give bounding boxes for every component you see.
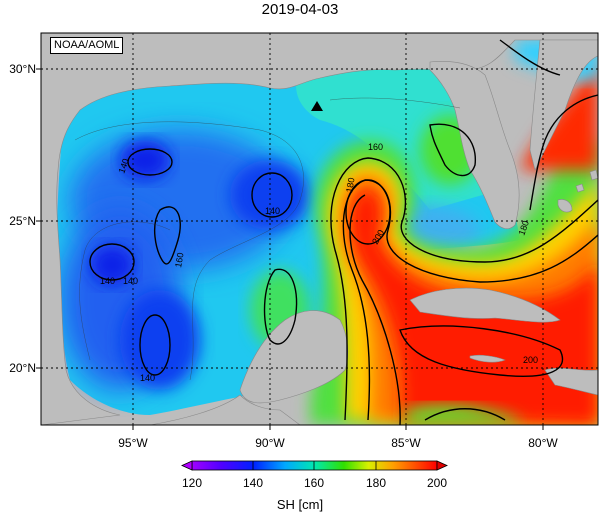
colorbar	[181, 460, 448, 471]
contour-label: 180	[516, 219, 531, 237]
contour-label: 140	[265, 206, 280, 216]
source-label: NOAA/AOML	[50, 37, 124, 54]
map-frame	[40, 32, 599, 426]
colorbar-tick-label: 160	[303, 476, 325, 490]
lon-label: 85°W	[391, 436, 421, 450]
colorbar-tick-label: 120	[181, 476, 203, 490]
ticks	[36, 68, 544, 430]
lon-label: 80°W	[528, 436, 558, 450]
contour-label: 160	[368, 142, 383, 152]
contour-label: 140	[123, 276, 138, 286]
colorbar-tick-label: 200	[426, 476, 448, 490]
lon-label: 90°W	[255, 436, 285, 450]
contour-label: 140	[140, 373, 155, 383]
colorbar-tick-label: 180	[365, 476, 387, 490]
station-marker	[311, 101, 323, 111]
contour-label: 140	[100, 276, 115, 286]
colorbar-label: SH [cm]	[276, 497, 324, 512]
coastline	[41, 33, 598, 425]
contours	[89, 39, 598, 425]
contour-label: 180	[344, 177, 356, 194]
map-title: 2019-04-03	[261, 1, 339, 18]
lat-label: 20°N	[9, 361, 36, 375]
contour-label: 200	[523, 355, 538, 365]
lat-label: 30°N	[9, 62, 36, 76]
lon-label: 95°W	[118, 436, 148, 450]
lat-label: 25°N	[9, 214, 36, 228]
contour-labels: 140 140 140 140 140 160 160 180 180 200 …	[100, 142, 538, 383]
colorbar-tick-label: 140	[242, 476, 264, 490]
contour-label: 160	[173, 252, 185, 269]
contour-label: 140	[116, 157, 131, 175]
minor-contours	[74, 97, 461, 381]
graticule	[41, 33, 598, 425]
